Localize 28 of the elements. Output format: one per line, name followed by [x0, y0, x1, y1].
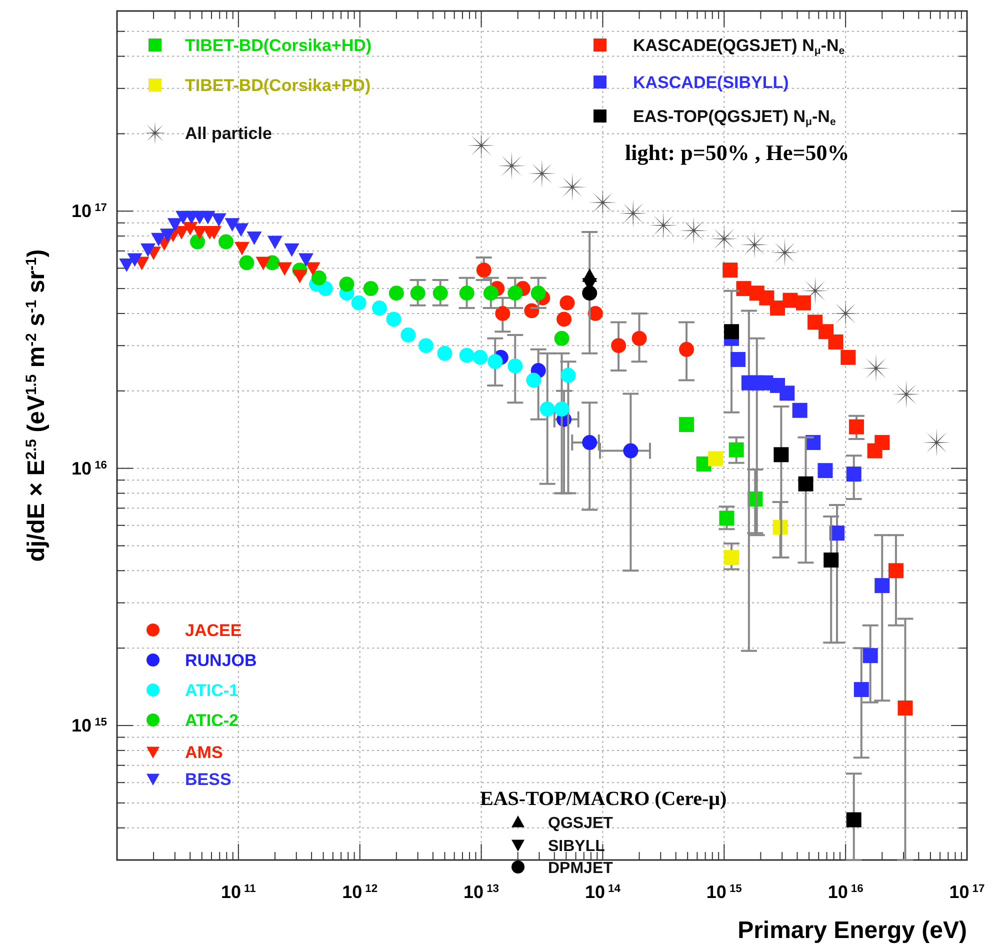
x-tick-label: 10$^{16}$ [828, 882, 864, 902]
legend-label: KASCADE(SIBYLL) [633, 73, 789, 92]
y-tick-label: 10$^{16}$ [72, 458, 107, 478]
x-tick-label: 10$^{15}$ [706, 882, 742, 902]
legend-label: TIBET-BD(Corsika+PD) [185, 76, 371, 95]
legend-label: DPMJET [548, 860, 614, 877]
legend-label: EAS-TOP(QGSJET) N$_{μ}$-N$_{e}$ [633, 107, 836, 128]
y-tick-label: 10$^{15}$ [72, 716, 107, 736]
legend-label: AMS [185, 743, 223, 762]
x-tick-label: 10$^{17}$ [949, 882, 985, 902]
legend-label: QGSJET [548, 815, 614, 832]
legend-label: JACEE [185, 621, 242, 640]
legend-label: KASCADE(QGSJET) N$_{μ}$-N$_{e}$ [633, 36, 845, 58]
legend-title: EAS-TOP/MACRO (Cere-μ) [480, 788, 727, 810]
x-tick-label: 10$^{11}$ [221, 882, 256, 902]
legend-label: All particle [185, 124, 272, 143]
annotation: light: p=50% , He=50% [625, 140, 850, 165]
legend-label: TIBET-BD(Corsika+HD) [185, 36, 372, 55]
x-tick-label: 10$^{12}$ [342, 882, 378, 902]
x-axis-title: Primary Energy (eV) [738, 917, 967, 944]
legend-label: SIBYLL [548, 838, 606, 855]
x-tick-label: 10$^{13}$ [464, 882, 500, 902]
y-tick-label: 10$^{17}$ [72, 201, 107, 222]
legend-label: ATIC-2 [185, 711, 239, 730]
legend-label: BESS [185, 770, 232, 789]
legend-label: ATIC-1 [185, 681, 239, 700]
x-tick-label: 10$^{14}$ [584, 882, 622, 902]
legend-label: RUNJOB [185, 651, 257, 670]
